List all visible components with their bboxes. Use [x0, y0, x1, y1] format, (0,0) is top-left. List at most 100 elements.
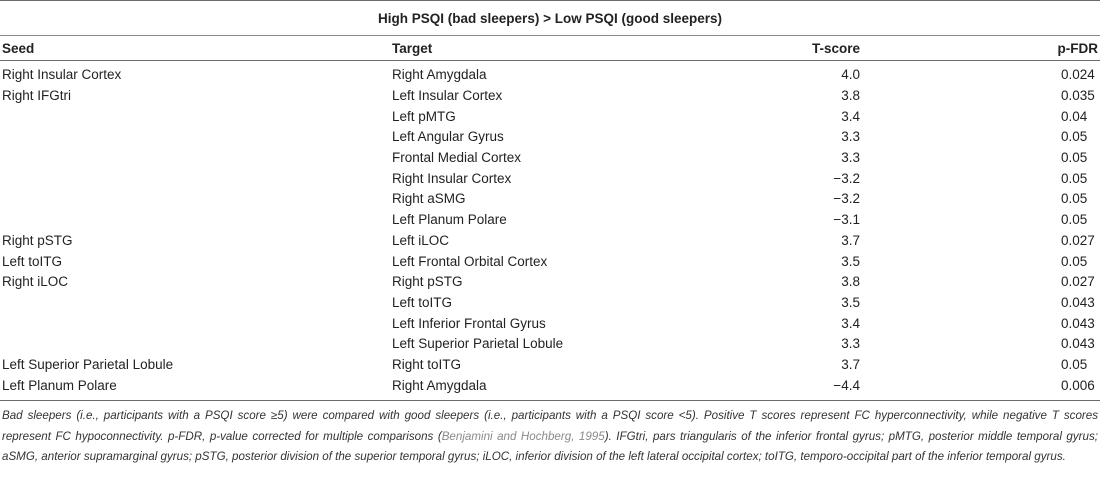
- cell-t-score: −3.2: [833, 170, 860, 186]
- cell-seed: [0, 168, 392, 189]
- p-fdr-value: 0.05: [1061, 356, 1088, 372]
- p-fdr-value: 0.05: [1061, 253, 1088, 269]
- cell-p-fdr: 0.05: [860, 355, 1100, 376]
- cell-seed: Right iLOC: [2, 274, 69, 290]
- cell-seed: Left Superior Parietal Lobule: [2, 356, 174, 372]
- table-row: Right pSTG Left iLOC 3.7 0.027: [0, 231, 1100, 252]
- cell-target: Left Inferior Frontal Gyrus: [392, 315, 546, 331]
- cell-target: Right pSTG: [392, 274, 463, 290]
- p-fdr-value: 0.04: [1061, 108, 1088, 124]
- p-fdr-value: 0.043: [1061, 315, 1095, 331]
- footnote-text-end: ). IFGtri, pars triangularis of the infe…: [2, 429, 1098, 464]
- cell-t-score: −3.1: [833, 212, 860, 228]
- column-header-seed: Seed: [0, 35, 392, 61]
- p-fdr-value: 0.05: [1061, 170, 1088, 186]
- cell-p-fdr: 0.027: [860, 272, 1100, 293]
- cell-t-score: 3.3: [841, 129, 860, 145]
- cell-p-fdr: 0.043: [860, 293, 1100, 314]
- table-row: Left Planum Polare Right Amygdala −4.4 0.00…: [0, 375, 1100, 402]
- cell-t-score: 3.5: [841, 294, 860, 310]
- p-fdr-value: 0.024: [1061, 67, 1095, 83]
- cell-t-score: 3.8: [841, 274, 860, 290]
- cell-p-fdr: 0.027: [860, 231, 1100, 252]
- table-footnote: Bad sleepers (i.e., participants with a …: [0, 401, 1100, 468]
- cell-seed: Right pSTG: [2, 232, 73, 248]
- cell-seed: [0, 210, 392, 231]
- table-row: Left Superior Parietal Lobule Right toITG…: [0, 355, 1100, 376]
- cell-t-score: −3.2: [833, 191, 860, 207]
- cell-p-fdr: 0.035: [860, 86, 1100, 107]
- p-fdr-value: 0.05: [1061, 150, 1088, 166]
- cell-p-fdr: 0.05: [860, 148, 1100, 169]
- cell-target: Right aSMG: [392, 191, 466, 207]
- table-row: Right IFGtri Left Insular Cortex 3.8 0.035: [0, 86, 1100, 107]
- p-fdr-value: 0.05: [1061, 212, 1088, 228]
- cell-p-fdr: 0.05: [860, 189, 1100, 210]
- cell-seed: [0, 293, 392, 314]
- cell-t-score: 3.5: [841, 253, 860, 269]
- cell-t-score: 3.4: [841, 315, 860, 331]
- p-fdr-value: 0.05: [1061, 191, 1088, 207]
- cell-p-fdr: 0.05: [860, 127, 1100, 148]
- table-row: Left Inferior Frontal Gyrus 3.4 0.043: [0, 313, 1100, 334]
- footnote-text-start: Bad sleepers (i.e., participants with a …: [2, 409, 1098, 443]
- cell-seed: Left toITG: [2, 253, 63, 269]
- cell-seed: [0, 106, 392, 127]
- cell-t-score: −4.4: [700, 375, 860, 402]
- cell-target: Left iLOC: [392, 232, 450, 248]
- cell-p-fdr: 0.05: [860, 210, 1100, 231]
- cell-p-fdr: 0.04: [860, 106, 1100, 127]
- p-fdr-value: 0.027: [1061, 274, 1095, 290]
- cell-seed: [0, 148, 392, 169]
- cell-p-fdr: 0.05: [860, 251, 1100, 272]
- p-fdr-value: 0.035: [1061, 88, 1095, 104]
- table-row: Left toITG 3.5 0.043: [0, 293, 1100, 314]
- group-header-row: High PSQI (bad sleepers) > Low PSQI (goo…: [0, 0, 1100, 36]
- cell-target: Right Amygdala: [392, 375, 700, 402]
- cell-target: Left Superior Parietal Lobule: [392, 336, 564, 352]
- cell-p-fdr: 0.043: [860, 334, 1100, 355]
- cell-target: Left Angular Gyrus: [392, 129, 504, 145]
- cell-seed: Right IFGtri: [2, 88, 72, 104]
- cell-p-fdr: 0.05: [860, 168, 1100, 189]
- cell-p-fdr: 0.006: [860, 375, 1100, 402]
- cell-target: Right Amygdala: [392, 67, 487, 83]
- cell-t-score: 3.7: [841, 356, 860, 372]
- p-fdr-value: 0.027: [1061, 232, 1095, 248]
- cell-seed: Right Insular Cortex: [2, 67, 122, 83]
- cell-t-score: 3.3: [841, 336, 860, 352]
- p-fdr-value: 0.043: [1061, 336, 1095, 352]
- footnote-reference-link[interactable]: Benjamini and Hochberg, 1995: [441, 429, 605, 443]
- cell-target: Left Planum Polare: [392, 212, 507, 228]
- p-fdr-value: 0.006: [1061, 377, 1095, 393]
- cell-target: Left Frontal Orbital Cortex: [392, 253, 548, 269]
- cell-seed: Left Planum Polare: [0, 375, 392, 402]
- table-row: Left toITG Left Frontal Orbital Cortex 3.5…: [0, 251, 1100, 272]
- table-row: Left Angular Gyrus 3.3 0.05: [0, 127, 1100, 148]
- cell-seed: [0, 334, 392, 355]
- cell-t-score: 3.4: [841, 108, 860, 124]
- cell-p-fdr: 0.043: [860, 313, 1100, 334]
- column-header-t-score: T-score: [700, 35, 860, 61]
- p-fdr-value: 0.05: [1061, 129, 1088, 145]
- cell-p-fdr: 0.024: [860, 61, 1100, 86]
- cell-t-score: 3.3: [841, 150, 860, 166]
- table-body: Right Insular Cortex Right Amygdala 4.0 0.0…: [0, 61, 1100, 402]
- p-fdr-value: 0.043: [1061, 294, 1095, 310]
- column-header-target: Target: [392, 35, 700, 61]
- cell-t-score: 4.0: [841, 67, 860, 83]
- cell-target: Left pMTG: [392, 108, 456, 124]
- cell-t-score: 3.8: [841, 88, 860, 104]
- cell-t-score: 3.7: [841, 232, 860, 248]
- table-row: Left Superior Parietal Lobule 3.3 0.043: [0, 334, 1100, 355]
- cell-target: Left Insular Cortex: [392, 88, 503, 104]
- cell-seed: [0, 313, 392, 334]
- table-row: Left pMTG 3.4 0.04: [0, 106, 1100, 127]
- cell-target: Right Insular Cortex: [392, 170, 512, 186]
- table-row: Left Planum Polare −3.1 0.05: [0, 210, 1100, 231]
- cell-target: Frontal Medial Cortex: [392, 150, 522, 166]
- table-row: Right Insular Cortex −3.2 0.05: [0, 168, 1100, 189]
- results-table: High PSQI (bad sleepers) > Low PSQI (goo…: [0, 0, 1100, 402]
- cell-target: Right toITG: [392, 356, 462, 372]
